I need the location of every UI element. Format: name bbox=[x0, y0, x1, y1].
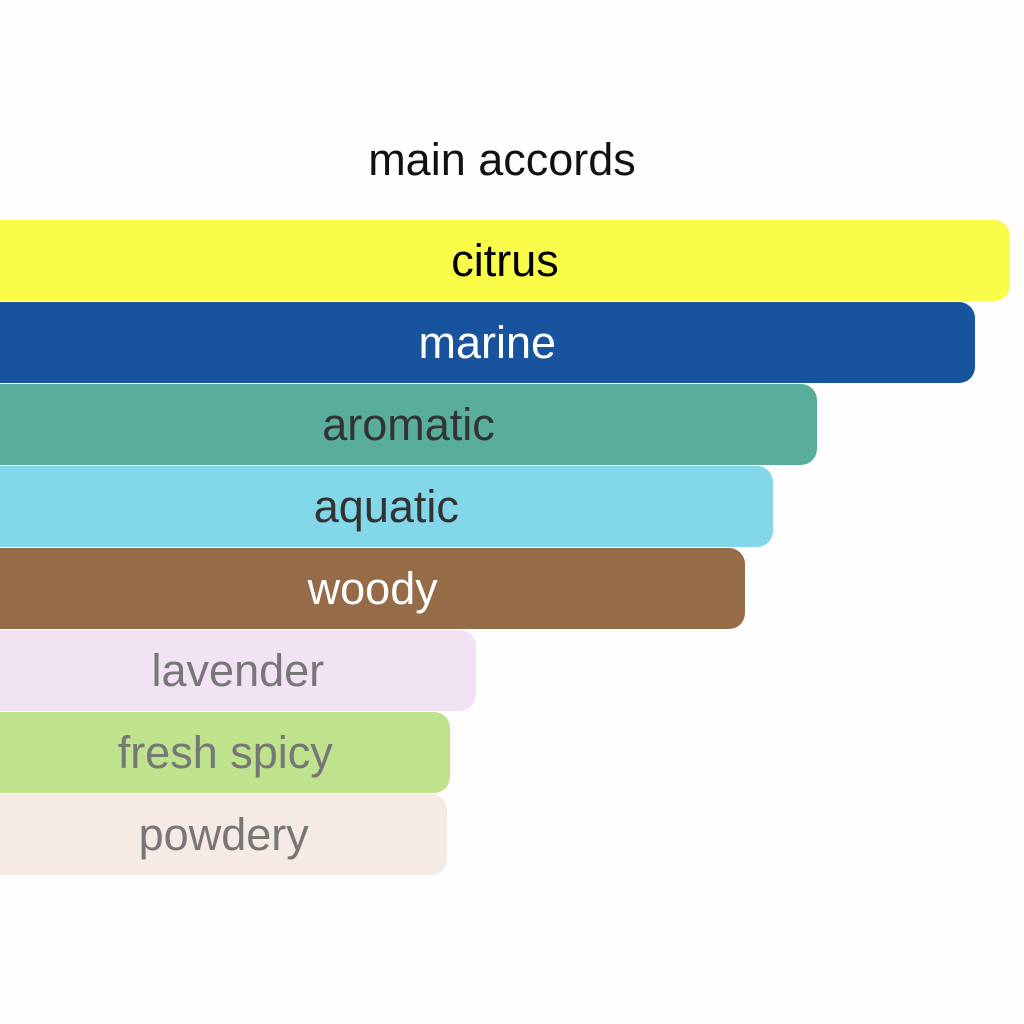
accord-label: lavender bbox=[151, 644, 325, 696]
accord-label: aquatic bbox=[313, 480, 459, 532]
accord-bar-citrus: citrus bbox=[0, 220, 1010, 301]
accord-bar-woody: woody bbox=[0, 548, 746, 629]
accord-label: woody bbox=[307, 562, 438, 614]
chart-title: main accords bbox=[368, 134, 636, 185]
accord-bar-aquatic: aquatic bbox=[0, 466, 773, 547]
accord-label: marine bbox=[418, 316, 557, 368]
accord-label: powdery bbox=[138, 808, 309, 860]
accord-label: aromatic bbox=[322, 398, 495, 450]
accord-bar-aromatic: aromatic bbox=[0, 384, 818, 465]
accord-bar-lavender: lavender bbox=[0, 630, 476, 711]
accord-label: citrus bbox=[451, 234, 559, 286]
accord-bar-fresh-spicy: fresh spicy bbox=[0, 712, 451, 793]
accord-label: fresh spicy bbox=[117, 726, 333, 778]
accord-bar-powdery: powdery bbox=[0, 794, 448, 875]
accord-bar-marine: marine bbox=[0, 302, 975, 383]
